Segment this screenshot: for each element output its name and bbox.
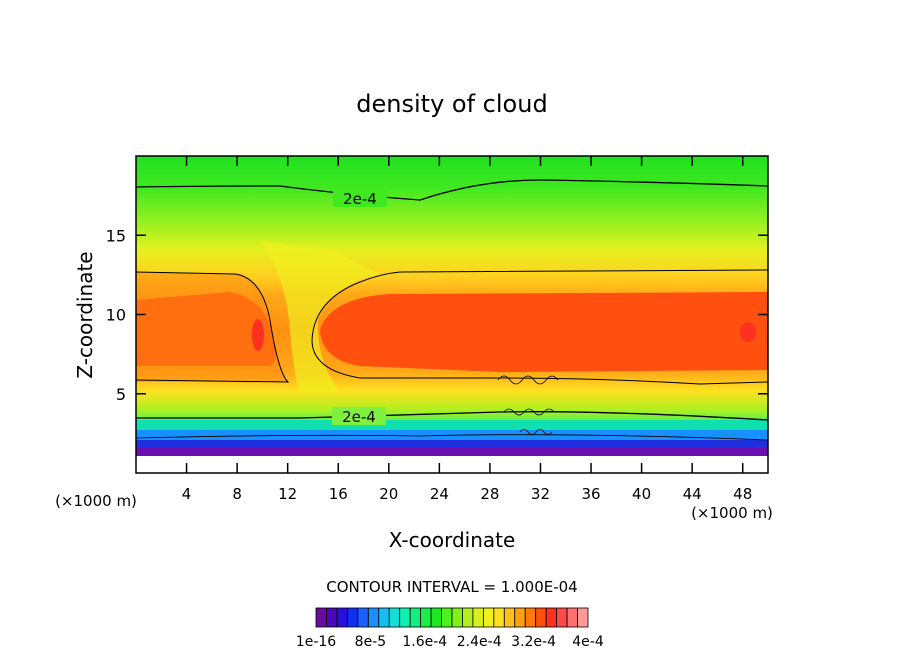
contour-line-top xyxy=(136,179,768,201)
colorbar-swatch xyxy=(493,607,505,628)
ground-blank xyxy=(136,456,768,473)
colorbar-swatch xyxy=(357,607,369,628)
chart-title: density of cloud xyxy=(356,90,547,118)
colorbar-swatch xyxy=(535,607,547,628)
colorbar-swatch xyxy=(420,607,432,628)
x-tick-label: 20 xyxy=(379,485,398,503)
colorbar-swatch xyxy=(451,607,463,628)
colorbar-label: 8e-5 xyxy=(355,634,386,650)
band-purple xyxy=(136,448,768,456)
colorbar-swatch xyxy=(524,607,537,628)
x-unit-left: (×1000 m) xyxy=(55,492,137,510)
colorbar-swatch xyxy=(472,607,484,628)
x-tick-label: 48 xyxy=(733,485,752,503)
contour-line-core-left xyxy=(136,271,290,383)
colorbar-swatch xyxy=(336,607,348,628)
downdraft-gap xyxy=(258,240,380,392)
colorbar-labels: 1e-16 8e-5 1.6e-4 2.4e-4 3.2e-4 4e-4 xyxy=(296,634,604,650)
hotspot-left xyxy=(252,319,264,351)
colorbar-swatch xyxy=(430,607,442,628)
colorbar-swatch xyxy=(503,607,516,628)
colorbar-label: 2.4e-4 xyxy=(457,634,502,650)
colorbar-swatch xyxy=(378,607,390,628)
y-axis-ticks: 5 10 15 xyxy=(106,226,768,404)
colorbar-swatch xyxy=(399,607,411,628)
contour-interval-text: CONTOUR INTERVAL = 1.000E-04 xyxy=(326,578,577,596)
colorbar-swatch xyxy=(326,607,338,628)
orange-layer-left xyxy=(136,272,288,382)
colorbar-swatch xyxy=(441,607,453,628)
colorbar-swatch xyxy=(514,607,526,628)
plot-area: 2e-4 2e-4 xyxy=(136,156,768,473)
colorbar-swatch xyxy=(566,607,578,628)
x-tick-label: 8 xyxy=(232,485,242,503)
x-tick-label: 36 xyxy=(581,485,600,503)
colorbar-swatch xyxy=(315,607,327,628)
contour-line-core-right xyxy=(311,269,768,385)
turbulence-marks xyxy=(497,375,559,435)
x-axis-label: X-coordinate xyxy=(389,528,516,552)
colorbar-label: 1e-16 xyxy=(296,634,336,650)
colorbar-swatch xyxy=(409,607,422,628)
x-axis-ticks: 4 8 12 16 20 24 28 32 36 40 44 48 xyxy=(182,156,752,503)
y-axis-label: Z-coordinate xyxy=(73,251,97,378)
contour-label-bg-lower xyxy=(332,407,386,425)
x-tick-label: 4 xyxy=(182,485,192,503)
colorbar xyxy=(315,607,589,628)
colorbar-swatch xyxy=(346,607,359,628)
colorbar-swatch xyxy=(367,607,380,628)
x-tick-label: 40 xyxy=(632,485,651,503)
colorbar-swatch xyxy=(556,607,568,628)
colorbar-label: 4e-4 xyxy=(572,634,604,650)
colorbar-swatch xyxy=(462,607,474,628)
contour-label-bg-top xyxy=(333,189,387,207)
colorbar-label: 3.2e-4 xyxy=(511,634,556,650)
contour-label-top: 2e-4 xyxy=(343,190,377,208)
band-teal xyxy=(136,420,768,430)
y-tick-label: 15 xyxy=(106,226,126,245)
x-tick-label: 12 xyxy=(278,485,297,503)
colorbar-swatch xyxy=(577,607,589,628)
core-region-right xyxy=(320,292,768,372)
x-unit-right: (×1000 m) xyxy=(691,504,773,522)
colorbar-label: 1.6e-4 xyxy=(402,634,447,650)
colorbar-swatch xyxy=(545,607,558,628)
contour-line-base xyxy=(136,434,768,441)
colorbar-swatch xyxy=(482,607,495,628)
x-tick-label: 16 xyxy=(329,485,348,503)
x-tick-label: 28 xyxy=(480,485,499,503)
colorbar-swatch xyxy=(388,607,401,628)
y-tick-label: 10 xyxy=(106,306,126,325)
x-tick-label: 24 xyxy=(430,485,449,503)
y-tick-label: 5 xyxy=(116,385,126,404)
contour-label-lower: 2e-4 xyxy=(342,408,376,426)
hotspot-right xyxy=(740,322,756,342)
x-tick-label: 44 xyxy=(683,485,702,503)
band-darkblue xyxy=(136,440,768,448)
x-tick-label: 32 xyxy=(531,485,550,503)
